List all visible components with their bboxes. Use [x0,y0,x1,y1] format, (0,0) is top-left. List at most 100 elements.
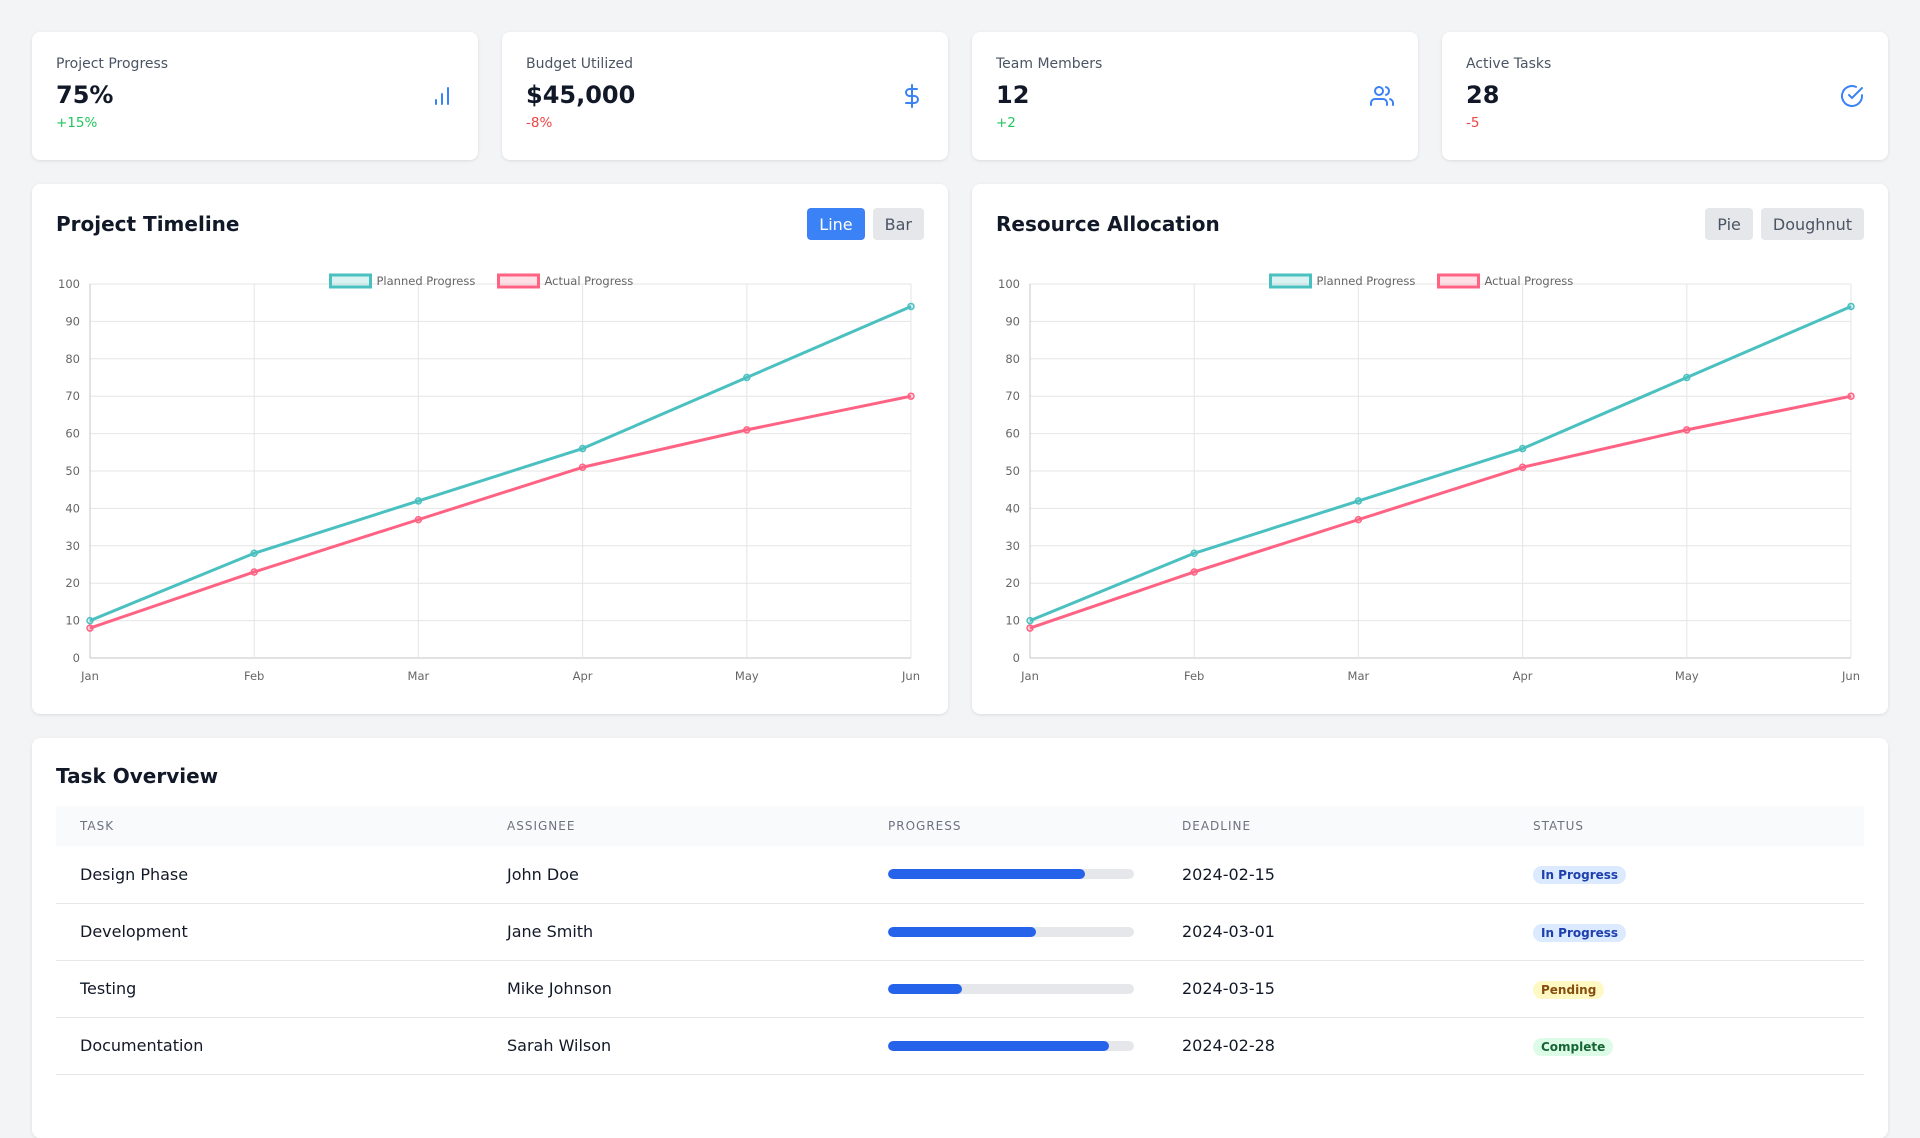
users-icon [1370,86,1394,106]
x-tick-label: Apr [1513,669,1533,683]
y-tick-label: 60 [65,427,80,441]
stat-label: Budget Utilized [526,56,634,72]
header-assignee: ASSIGNEE [507,819,576,833]
x-tick-label: Mar [1348,669,1370,683]
charts-row: Project Timeline Line Bar 0 10 20 30 40 50 60 7… [32,184,1888,714]
y-tick-label: 0 [1013,651,1020,665]
y-tick-label: 20 [1005,576,1020,590]
timeline-panel: Project Timeline Line Bar 0 10 20 30 40 50 60 7… [32,184,948,714]
header-task: TASK [80,819,115,833]
legend-label: Actual Progress [1485,274,1574,288]
stat-card-budget: Budget Utilized $45,000 -8% [502,32,948,160]
data-point [1518,463,1527,472]
y-tick-label: 10 [1005,614,1020,628]
data-point [86,616,94,625]
data-point [1190,549,1198,558]
table-row: Development Jane Smith 2024-03-01 In Pro… [56,903,1864,961]
series-line [89,394,912,630]
data-point [1518,444,1527,453]
status-badge: In Progress [1533,923,1627,942]
legend-label: Planned Progress [377,274,476,288]
data-point [578,444,587,453]
bar-button[interactable]: Bar [872,208,924,240]
progress-fill [888,869,1085,880]
x-tick-label: Jan [1020,669,1039,683]
x-tick-label: Feb [1184,669,1204,683]
stat-change: -5 [1466,115,1480,131]
series-line [89,305,912,622]
y-tick-label: 0 [73,651,80,665]
data-point [1683,373,1691,382]
data-point [578,463,587,472]
table-row: Design Phase John Doe 2024-02-15 In Prog… [56,846,1864,904]
stat-card-team: Team Members 12 +2 [972,32,1418,160]
header-deadline: DEADLINE [1182,819,1252,833]
data-point [1847,302,1855,311]
progress-cell [864,903,1158,961]
stat-card-progress: Project Progress 75% +15% [32,32,478,160]
legend-label: Actual Progress [545,274,634,288]
stat-change: +2 [996,115,1016,131]
stat-card-tasks: Active Tasks 28 -5 [1442,32,1888,160]
status-cell: Pending [1509,960,1864,1018]
panel-title: Resource Allocation [996,212,1220,236]
data-point [86,624,94,632]
timeline-chart: 0 10 20 30 40 50 60 70 80 90 100 Jan Feb Mar Apr May Jun… [58,273,920,683]
data-point [907,392,915,400]
x-tick-label: Jun [901,669,920,683]
table-title: Task Overview [56,764,219,788]
x-tick-label: Jun [1841,669,1860,683]
y-tick-label: 90 [65,314,80,328]
legend-swatch [497,273,540,289]
task-name: Design Phase [56,846,483,904]
status-badge: In Progress [1533,866,1627,885]
resource-chart: 0 10 20 30 40 50 60 70 80 90 100 Jan Feb Mar Apr May Jun… [998,273,1860,683]
x-tick-label: Apr [573,669,593,683]
y-tick-label: 40 [65,501,80,515]
resource-panel: Resource Allocation Pie Doughnut 0 10 20 30… [972,184,1888,714]
bar-chart-icon [435,87,449,105]
data-point [1847,392,1855,400]
assignee: Jane Smith [483,903,864,961]
progress-fill [888,1040,1110,1051]
doughnut-button[interactable]: Doughnut [1760,208,1864,240]
stats-row: Project Progress 75% +15% Budget Utilize… [32,32,1888,160]
assignee: Mike Johnson [483,960,864,1018]
stat-change: -8% [526,115,553,131]
y-tick-label: 80 [1005,352,1020,366]
legend-swatch [329,273,372,289]
progress-bar [888,869,1134,880]
progress-cell [864,960,1158,1018]
line-button[interactable]: Line [807,208,865,240]
pie-button[interactable]: Pie [1705,208,1753,240]
progress-bar [888,926,1134,937]
stat-change: +15% [56,115,98,131]
task-name: Documentation [56,1017,483,1075]
y-tick-label: 70 [1005,389,1020,403]
status-badge: Pending [1533,980,1605,999]
deadline: 2024-02-28 [1158,1017,1509,1075]
progress-cell [864,846,1158,904]
y-tick-label: 10 [65,614,80,628]
data-point [1354,515,1363,524]
progress-bar [888,1040,1134,1051]
y-tick-label: 30 [1005,539,1020,553]
assignee: John Doe [483,846,864,904]
data-point [1026,616,1034,625]
stat-value: 28 [1466,81,1500,109]
x-tick-label: May [735,669,759,683]
x-tick-label: May [1675,669,1699,683]
task-name: Development [56,903,483,961]
stat-value: 75% [56,81,114,109]
task-table: TASK ASSIGNEE PROGRESS DEADLINE STATUS D… [56,806,1864,1075]
dollar-icon [905,84,919,108]
header-progress: PROGRESS [888,819,962,833]
task-name: Testing [56,960,483,1018]
header-status: STATUS [1533,819,1585,833]
status-cell: In Progress [1509,903,1864,961]
data-point [1190,568,1198,576]
legend-label: Planned Progress [1317,274,1416,288]
x-tick-label: Mar [408,669,430,683]
status-badge: Complete [1533,1037,1614,1056]
data-point [1354,497,1363,505]
